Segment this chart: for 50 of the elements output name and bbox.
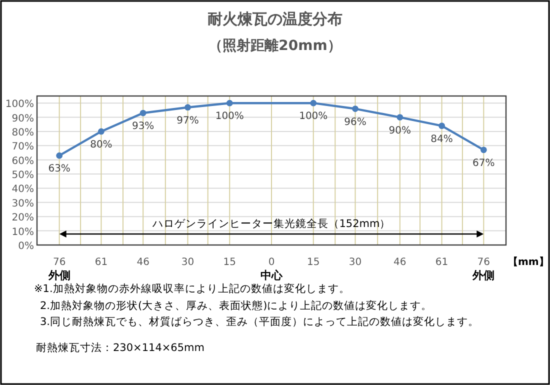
data-label: 80% bbox=[90, 139, 112, 150]
y-tick-label: 90% bbox=[12, 113, 34, 124]
data-label: 93% bbox=[132, 121, 154, 132]
x-tick-label: 15 bbox=[307, 257, 320, 268]
y-tick-label: 20% bbox=[12, 212, 34, 224]
text: 耐熱煉瓦寸法：230×114×65mm bbox=[36, 341, 204, 354]
data-label: 97% bbox=[176, 115, 199, 126]
text: ※1.加熱対象物の赤外線吸収率により上記の数値は変化します。 bbox=[34, 282, 350, 295]
x-tick-label: 46 bbox=[136, 257, 150, 268]
x-tick-label: 30 bbox=[181, 257, 194, 268]
data-label: 90% bbox=[388, 125, 412, 136]
data-label: 67% bbox=[472, 158, 495, 169]
x-tick-label: 76 外側 bbox=[47, 257, 70, 282]
point bbox=[396, 114, 404, 120]
chart-subtitle: （照射距離20mm） bbox=[208, 38, 342, 54]
x-axis-title: 【mm】 bbox=[508, 256, 549, 268]
annotation: ハロゲンラインヒーター集光鏡全長（152mm） bbox=[151, 217, 391, 230]
y-tick-label: 80% bbox=[12, 127, 34, 138]
data-label: 84% bbox=[430, 134, 453, 145]
point bbox=[352, 106, 358, 112]
text: 2.加熱対象物の形状(大きさ、厚み、表面状態)により上記の数値は変化します。 bbox=[40, 299, 432, 312]
y-tick-label: 60% bbox=[12, 156, 34, 167]
data-label: 96% bbox=[344, 116, 366, 128]
x-tick-label: 46 bbox=[394, 257, 406, 268]
x-tick-label: 61 bbox=[435, 257, 448, 268]
point bbox=[438, 122, 445, 129]
chart-title: 耐火煉瓦の温度分布 bbox=[208, 10, 342, 28]
point bbox=[140, 110, 146, 116]
y-tick-label: 100% bbox=[5, 99, 34, 110]
y-tick-label: 30% bbox=[12, 198, 34, 210]
y-tick-label: 0% bbox=[18, 241, 34, 252]
x-tick-label: 76 外側 bbox=[472, 257, 495, 282]
x-tick-label: 15 bbox=[223, 257, 236, 268]
y-tick-label: 10% bbox=[12, 226, 34, 238]
y-tick-label: 50% bbox=[12, 170, 34, 182]
x-tick-label: 0 中心 bbox=[260, 257, 284, 282]
data-label: 63% bbox=[48, 164, 70, 175]
y-tick-label: 70% bbox=[12, 142, 34, 153]
point bbox=[310, 100, 317, 106]
point bbox=[480, 146, 487, 154]
point bbox=[56, 152, 63, 159]
data-label: 100% bbox=[215, 111, 244, 122]
point bbox=[184, 104, 191, 111]
data-label: 100% bbox=[299, 111, 328, 122]
x-tick-label: 61 bbox=[94, 257, 108, 268]
text: 3.同じ耐熱煉瓦でも、材質ばらつき、歪み（平面度）によって上記の数値は変化します。 bbox=[40, 315, 480, 328]
x-tick-label: 30 bbox=[348, 257, 362, 268]
point bbox=[226, 100, 233, 106]
y-tick-label: 40% bbox=[12, 184, 34, 196]
point bbox=[98, 128, 104, 135]
